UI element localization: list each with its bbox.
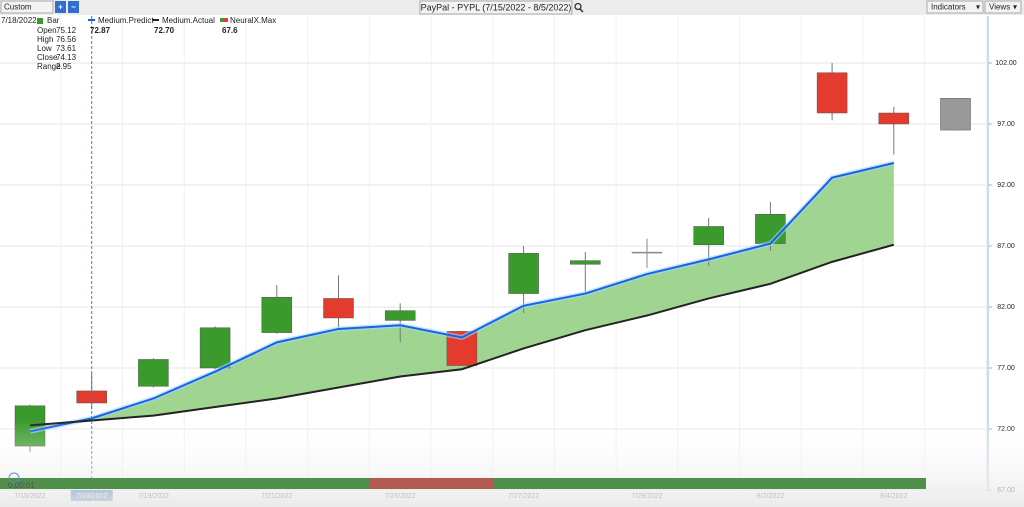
- candle-body: [631, 251, 663, 254]
- add-button[interactable]: [55, 1, 66, 13]
- y-tick-label: 102.00: [995, 60, 1017, 67]
- legend-swatch: [220, 18, 224, 22]
- candle-body: [755, 214, 786, 244]
- candle-body: [384, 310, 416, 321]
- views-button[interactable]: [984, 0, 1022, 14]
- playhead[interactable]: [8, 472, 20, 484]
- preset-select[interactable]: [0, 0, 54, 14]
- remove-button[interactable]: [68, 1, 79, 13]
- plot: 67.0072.0077.0082.0087.0092.0097.00102.0…: [0, 16, 1017, 501]
- field-value: 73.61: [56, 44, 77, 53]
- field-label: Range: [37, 62, 61, 71]
- y-tick-label: 82.00: [997, 304, 1015, 311]
- dropdown-arrow: ▾: [976, 3, 980, 12]
- candle-body: [693, 226, 724, 246]
- candle-body: [570, 260, 601, 265]
- hover-date: 7/18/2022: [1, 16, 37, 25]
- search-icon[interactable]: [574, 2, 582, 11]
- legend-value: 72.70: [154, 26, 175, 35]
- player-overlay: [0, 420, 1024, 507]
- bar-icon: [37, 18, 43, 24]
- candle-body: [261, 296, 293, 333]
- series-glow: [29, 160, 895, 434]
- field-value: 2.95: [56, 62, 72, 71]
- candle-body: [940, 98, 971, 131]
- candle-body: [323, 298, 354, 319]
- indicators-label: Indicators: [931, 3, 966, 12]
- field-label: Open: [37, 26, 57, 35]
- views-label: Views: [989, 3, 1010, 12]
- field-label: Close: [37, 53, 58, 62]
- series-line: [29, 162, 895, 433]
- timeline-segment: [370, 478, 493, 489]
- candle-body: [816, 72, 848, 114]
- preset-label: Custom: [4, 3, 32, 12]
- dropdown-arrow: ▾: [1013, 3, 1017, 12]
- y-tick-label: 92.00: [997, 182, 1015, 189]
- add-icon: +: [58, 3, 63, 12]
- legend-name: Medium.Predict: [98, 16, 154, 25]
- field-label: Low: [37, 44, 52, 53]
- remove-icon: −: [71, 3, 76, 12]
- y-tick-label: 97.00: [997, 121, 1015, 128]
- candle-body: [878, 112, 910, 125]
- legend-swatch: [224, 18, 228, 22]
- candle-body: [508, 253, 539, 294]
- legend-value: 67.6: [222, 26, 238, 35]
- legend-value: 72.87: [90, 26, 111, 35]
- y-tick-label: 87.00: [997, 243, 1015, 250]
- search-handle: [579, 8, 584, 13]
- chart-title: PayPal - PYPL (7/15/2022 - 8/5/2022): [421, 2, 572, 12]
- legend-name: Medium.Actual: [162, 16, 215, 25]
- candle-body: [138, 359, 169, 387]
- y-tick-label: 77.00: [997, 365, 1015, 372]
- field-value: 74.13: [56, 53, 77, 62]
- bar-label: Bar: [47, 16, 60, 25]
- field-value: 76.56: [56, 35, 77, 44]
- field-value: 75.12: [56, 26, 77, 35]
- player-time: 0:00:01: [8, 481, 35, 490]
- candle-body: [199, 327, 231, 369]
- series-line: [29, 243, 895, 427]
- title-box: [419, 0, 573, 15]
- legend-name: NeuralX.Max: [230, 16, 276, 25]
- indicators-button[interactable]: [926, 0, 984, 14]
- field-label: High: [37, 35, 53, 44]
- band-fill: [30, 163, 894, 432]
